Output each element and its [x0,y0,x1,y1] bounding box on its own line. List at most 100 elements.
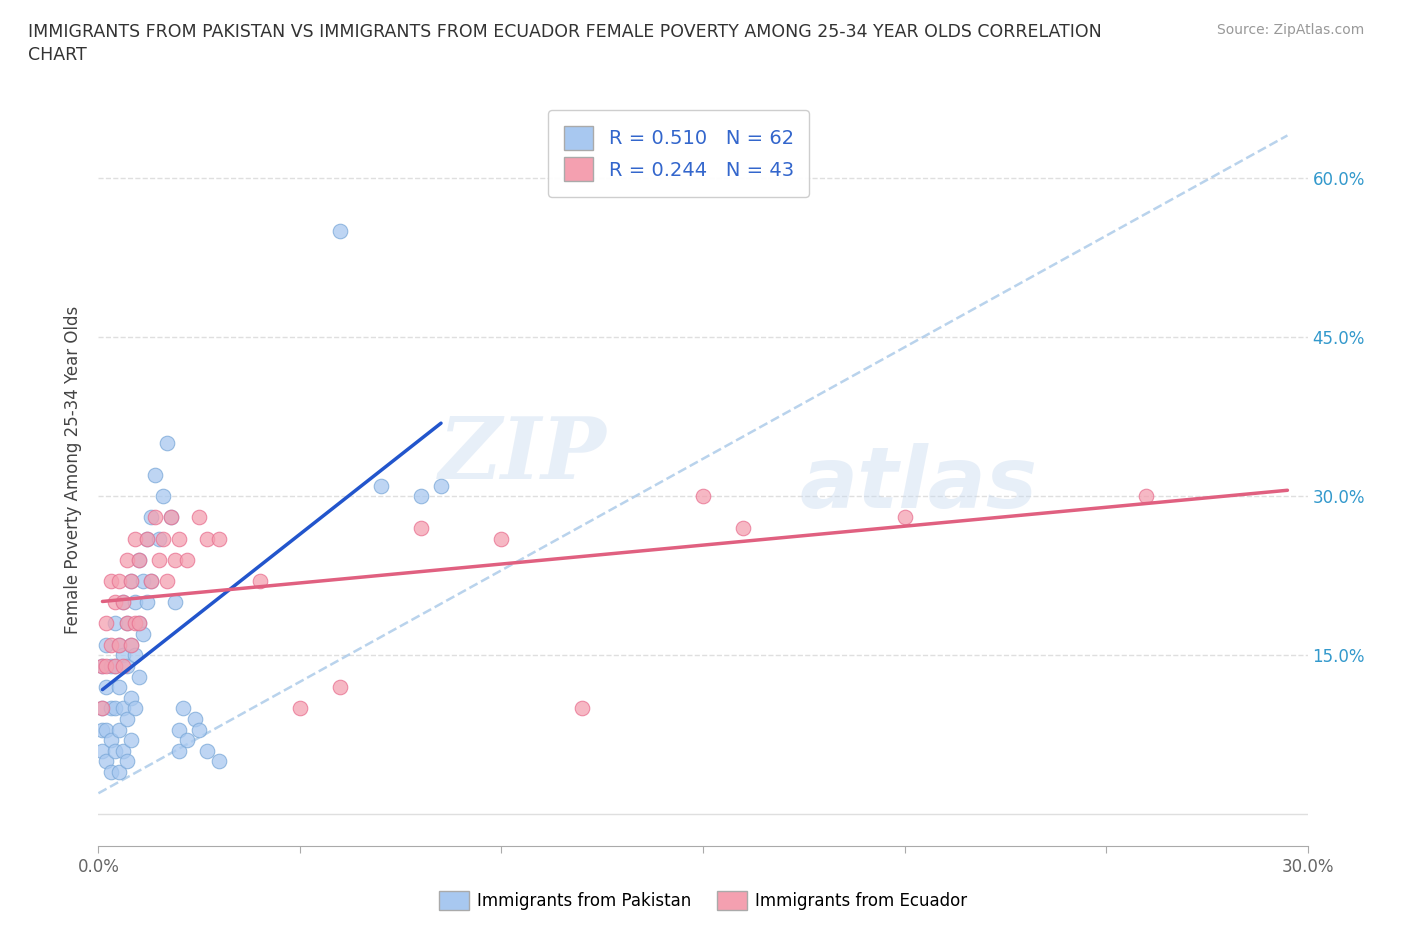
Point [156,574,179,589]
Point [107,574,129,589]
Point [115,711,138,726]
Point [96,658,118,673]
Point [100,637,122,652]
Point [103,743,125,758]
Point [100,764,122,779]
Legend: R = 0.510   N = 62, R = 0.244   N = 43: R = 0.510 N = 62, R = 0.244 N = 43 [548,111,810,196]
Point [100,658,122,673]
Point [111,595,134,610]
Point [124,616,146,631]
Point [107,637,129,652]
Point [160,510,183,525]
Point [139,510,162,525]
Point [692,489,714,504]
Point [1135,489,1157,504]
Point [132,574,155,589]
Point [115,754,138,769]
Point [103,658,125,673]
Point [111,595,134,610]
Point [91,658,114,673]
Point [96,637,118,652]
Text: atlas: atlas [800,444,1038,526]
Point [124,595,146,610]
Point [91,658,114,673]
Point [111,658,134,673]
Point [120,574,142,589]
Point [115,616,138,631]
Text: ZIP: ZIP [439,413,606,497]
Point [329,223,352,238]
Point [288,701,311,716]
Point [135,531,157,546]
Point [152,531,174,546]
Point [107,723,129,737]
Point [208,754,231,769]
Text: IMMIGRANTS FROM PAKISTAN VS IMMIGRANTS FROM ECUADOR FEMALE POVERTY AMONG 25-34 Y: IMMIGRANTS FROM PAKISTAN VS IMMIGRANTS F… [28,23,1102,41]
Point [124,648,146,663]
Point [135,595,157,610]
Point [370,478,392,493]
Point [91,723,114,737]
Point [96,680,118,695]
Point [111,701,134,716]
Point [172,701,194,716]
Point [120,690,142,705]
Point [107,680,129,695]
Point [115,552,138,567]
Point [120,574,142,589]
Point [409,521,432,536]
Point [91,701,114,716]
Point [139,574,162,589]
Point [167,531,190,546]
Point [91,701,114,716]
Point [115,616,138,631]
Point [163,552,186,567]
Point [409,489,432,504]
Point [733,521,755,536]
Point [91,743,114,758]
Point [152,489,174,504]
Point [148,531,170,546]
Point [208,531,231,546]
Point [100,733,122,748]
Point [120,637,142,652]
Point [132,627,155,642]
Point [184,711,207,726]
Point [120,733,142,748]
Point [188,510,211,525]
Point [195,743,218,758]
Point [893,510,915,525]
Point [156,435,179,450]
Point [124,701,146,716]
Point [128,669,150,684]
Point [103,595,125,610]
Point [188,723,211,737]
Point [491,531,513,546]
Point [96,723,118,737]
Point [120,637,142,652]
Point [128,616,150,631]
Point [430,478,453,493]
Point [128,552,150,567]
Point [329,680,352,695]
Point [160,510,183,525]
Point [143,510,166,525]
Point [249,574,271,589]
Y-axis label: Female Poverty Among 25-34 Year Olds: Female Poverty Among 25-34 Year Olds [65,306,83,633]
Point [107,764,129,779]
Point [571,701,593,716]
Point [103,658,125,673]
Text: Source: ZipAtlas.com: Source: ZipAtlas.com [1216,23,1364,37]
Point [100,574,122,589]
Point [195,531,218,546]
Point [103,616,125,631]
Point [176,552,198,567]
Point [135,531,157,546]
Text: CHART: CHART [28,46,87,64]
Point [128,552,150,567]
Point [103,701,125,716]
Legend: Immigrants from Pakistan, Immigrants from Ecuador: Immigrants from Pakistan, Immigrants fro… [432,884,974,917]
Point [167,723,190,737]
Point [163,595,186,610]
Point [96,616,118,631]
